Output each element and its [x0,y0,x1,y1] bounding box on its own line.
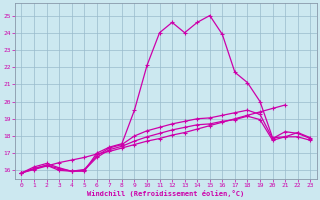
X-axis label: Windchill (Refroidissement éolien,°C): Windchill (Refroidissement éolien,°C) [87,190,244,197]
